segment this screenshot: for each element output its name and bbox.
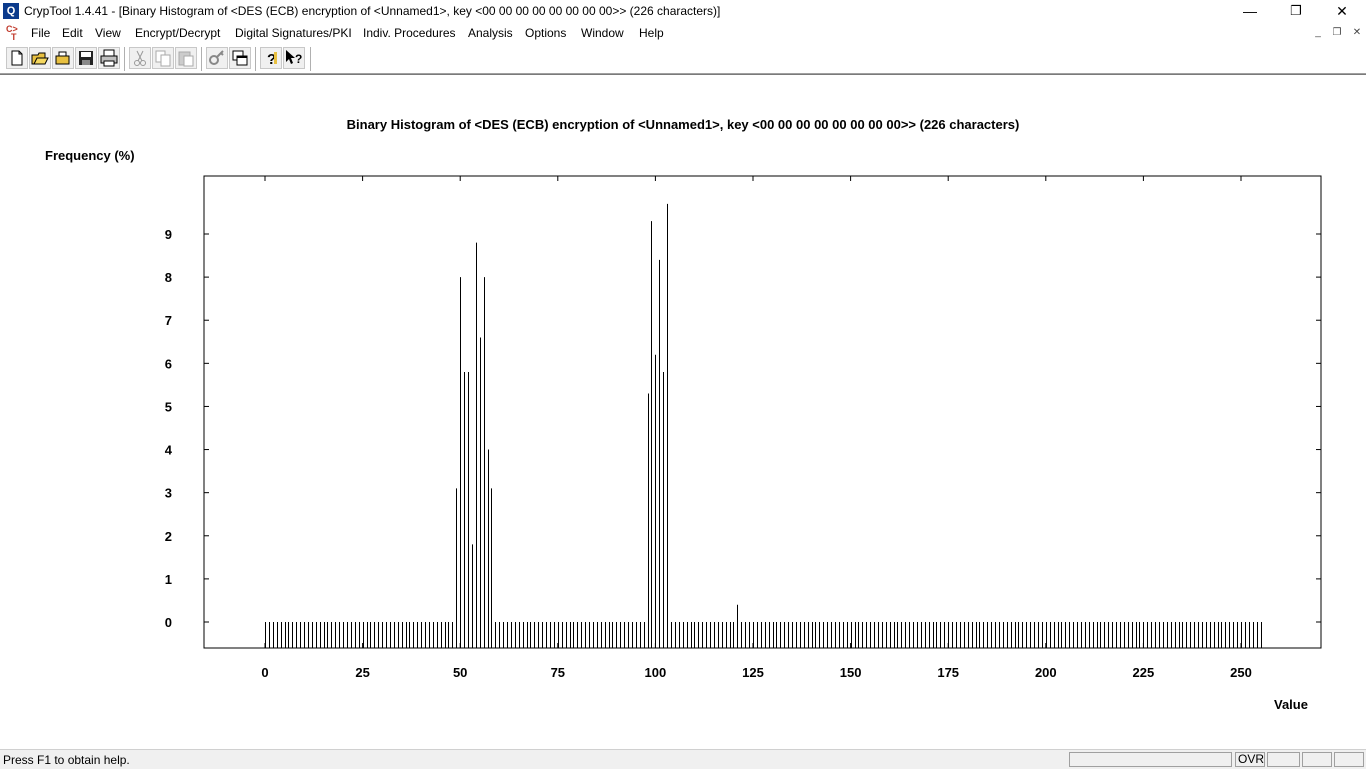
- open-button[interactable]: [29, 47, 51, 69]
- close-icon: ✕: [1336, 3, 1348, 19]
- menu-indiv-procedures[interactable]: Indiv. Procedures: [363, 26, 456, 40]
- plot-frame: [203, 175, 1322, 649]
- y-tick-label: 4: [165, 443, 173, 458]
- x-tick-label: 75: [551, 665, 565, 680]
- status-pane-caps: [1267, 752, 1300, 767]
- y-tick-label: 2: [165, 529, 172, 544]
- x-axis-label: Value: [1274, 697, 1308, 712]
- menu-window[interactable]: Window: [581, 26, 624, 40]
- key-icon: [209, 50, 224, 65]
- copy-button[interactable]: [152, 47, 174, 69]
- status-pane-num: [1302, 752, 1332, 767]
- y-tick-label: 1: [165, 572, 172, 587]
- x-tick-label: 225: [1133, 665, 1155, 680]
- document-system-menu-icon[interactable]: C> T: [6, 24, 18, 42]
- y-tick-label: 7: [165, 313, 172, 328]
- paste-icon: [178, 51, 194, 67]
- help-button[interactable]: ?: [260, 47, 282, 69]
- title-bar: Q CrypTool 1.4.41 - [Binary Histogram of…: [0, 0, 1366, 23]
- svg-text:?: ?: [267, 51, 276, 68]
- menu-digital-signatures[interactable]: Digital Signatures/PKI: [235, 26, 352, 40]
- menu-bar: C> T File Edit View Encrypt/Decrypt Digi…: [0, 23, 1366, 43]
- mdi-close-button[interactable]: ✕: [1352, 27, 1362, 38]
- key-button[interactable]: [206, 47, 228, 69]
- save-button[interactable]: [75, 47, 97, 69]
- minimize-icon: —: [1243, 3, 1257, 19]
- status-bar: Press F1 to obtain help. OVR: [0, 749, 1366, 769]
- x-tick-label: 125: [742, 665, 764, 680]
- status-pane-scrl: [1334, 752, 1364, 767]
- x-tick-label: 25: [355, 665, 369, 680]
- x-tick-label: 175: [937, 665, 959, 680]
- open-folder-icon: [31, 52, 49, 65]
- menu-view[interactable]: View: [95, 26, 121, 40]
- y-tick-label: 5: [165, 399, 172, 414]
- x-tick-label: 100: [645, 665, 667, 680]
- x-tick-label: 150: [840, 665, 862, 680]
- chart-title: Binary Histogram of <DES (ECB) encryptio…: [346, 117, 1020, 132]
- paste-button[interactable]: [175, 47, 197, 69]
- close-button[interactable]: ✕: [1319, 0, 1365, 23]
- toolbar-separator: [124, 47, 125, 71]
- y-tick-label: 8: [165, 270, 172, 285]
- x-tick-label: 200: [1035, 665, 1057, 680]
- status-pane-ovr: OVR: [1235, 752, 1265, 767]
- x-tick-label: 250: [1230, 665, 1252, 680]
- menu-help[interactable]: Help: [639, 26, 664, 40]
- histogram-plot: 0 1 2 3 4 5 6 7 8 9 0 25 50 75 100 125 150 175 200 225 250: [165, 175, 1322, 680]
- help-icon: ?: [267, 51, 277, 68]
- toolbar: ? ?: [0, 44, 1366, 74]
- window-button[interactable]: [229, 47, 251, 69]
- toolbar-separator: [201, 47, 202, 71]
- cut-button[interactable]: [129, 47, 151, 69]
- svg-text:?: ?: [295, 52, 302, 66]
- print-button[interactable]: [98, 47, 120, 69]
- histogram-window: Binary Histogram of <DES (ECB) encryptio…: [0, 74, 1366, 749]
- save-icon: [79, 51, 93, 65]
- restore-button[interactable]: ❐: [1273, 0, 1319, 23]
- y-tick-label: 3: [165, 486, 172, 501]
- toolbar-separator: [310, 47, 311, 71]
- copy-icon: [155, 50, 171, 67]
- menu-options[interactable]: Options: [525, 26, 567, 40]
- menu-edit[interactable]: Edit: [62, 26, 83, 40]
- x-tick-label: 0: [261, 665, 268, 680]
- open-file-button[interactable]: [52, 47, 74, 69]
- x-tick-label: 50: [453, 665, 467, 680]
- minimize-button[interactable]: —: [1227, 0, 1273, 23]
- menu-file[interactable]: File: [31, 26, 51, 40]
- window-icon: [232, 50, 248, 66]
- y-tick-label: 9: [165, 227, 172, 242]
- cryptool-logo-icon[interactable]: Q: [3, 3, 19, 19]
- y-tick-label: 6: [165, 356, 172, 371]
- new-document-button[interactable]: [6, 47, 28, 69]
- restore-icon: ❐: [1290, 3, 1302, 18]
- mdi-minimize-button[interactable]: _: [1315, 27, 1321, 38]
- context-help-button[interactable]: ?: [283, 47, 305, 69]
- window-title: CrypTool 1.4.41 - [Binary Histogram of <…: [24, 4, 721, 18]
- y-tick-label: 0: [165, 615, 172, 630]
- menu-analysis[interactable]: Analysis: [468, 26, 513, 40]
- status-help-text: Press F1 to obtain help.: [3, 753, 130, 767]
- toolbar-separator: [255, 47, 256, 71]
- cut-icon: [134, 50, 146, 66]
- mdi-restore-button[interactable]: ❐: [1332, 27, 1342, 38]
- print-icon: [100, 49, 118, 67]
- open-file-icon: [55, 51, 70, 65]
- menu-encrypt-decrypt[interactable]: Encrypt/Decrypt: [135, 26, 221, 40]
- status-pane-empty: [1069, 752, 1232, 767]
- context-help-icon: ?: [286, 50, 302, 66]
- y-axis-label: Frequency (%): [45, 148, 135, 163]
- new-document-icon: [11, 50, 23, 66]
